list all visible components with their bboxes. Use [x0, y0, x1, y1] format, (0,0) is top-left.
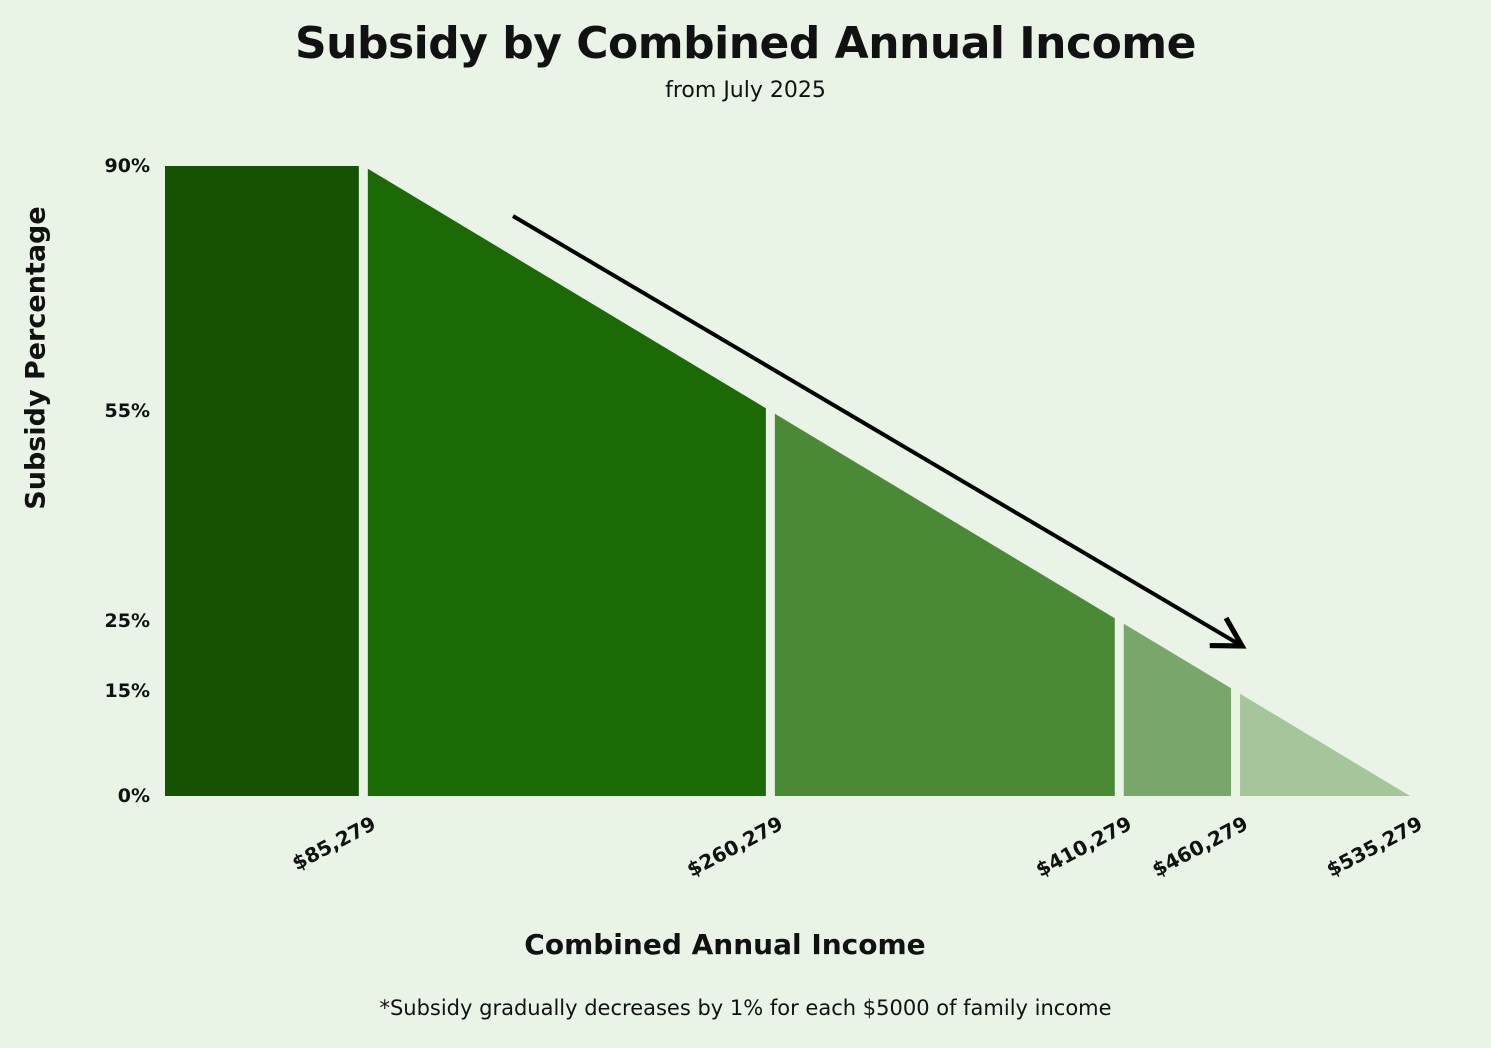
- subsidy-band-2: [367, 168, 766, 797]
- subsidy-band-1: [165, 166, 359, 796]
- y-tick-label: 25%: [105, 610, 150, 632]
- trend-arrow: [511, 214, 1247, 649]
- footnote: *Subsidy gradually decreases by 1% for e…: [379, 996, 1112, 1020]
- y-tick-label: 0%: [118, 785, 150, 807]
- subsidy-band-4: [1123, 623, 1232, 796]
- subsidy-band-5: [1240, 693, 1410, 796]
- x-tick-label: $535,279: [1322, 811, 1426, 881]
- y-tick-label: 55%: [105, 400, 150, 422]
- chart-subtitle: from July 2025: [665, 78, 826, 103]
- chart-title: Subsidy by Combined Annual Income: [294, 18, 1197, 69]
- x-axis-label: Combined Annual Income: [524, 928, 926, 961]
- y-tick-label: 15%: [105, 680, 150, 702]
- x-tick-label: $260,279: [683, 811, 787, 881]
- subsidy-band-3: [774, 413, 1115, 796]
- x-tick-label: $460,279: [1148, 811, 1252, 881]
- x-tick-label: $410,279: [1032, 811, 1136, 881]
- y-tick-label: 90%: [105, 155, 150, 177]
- x-tick-label: $85,279: [288, 811, 380, 875]
